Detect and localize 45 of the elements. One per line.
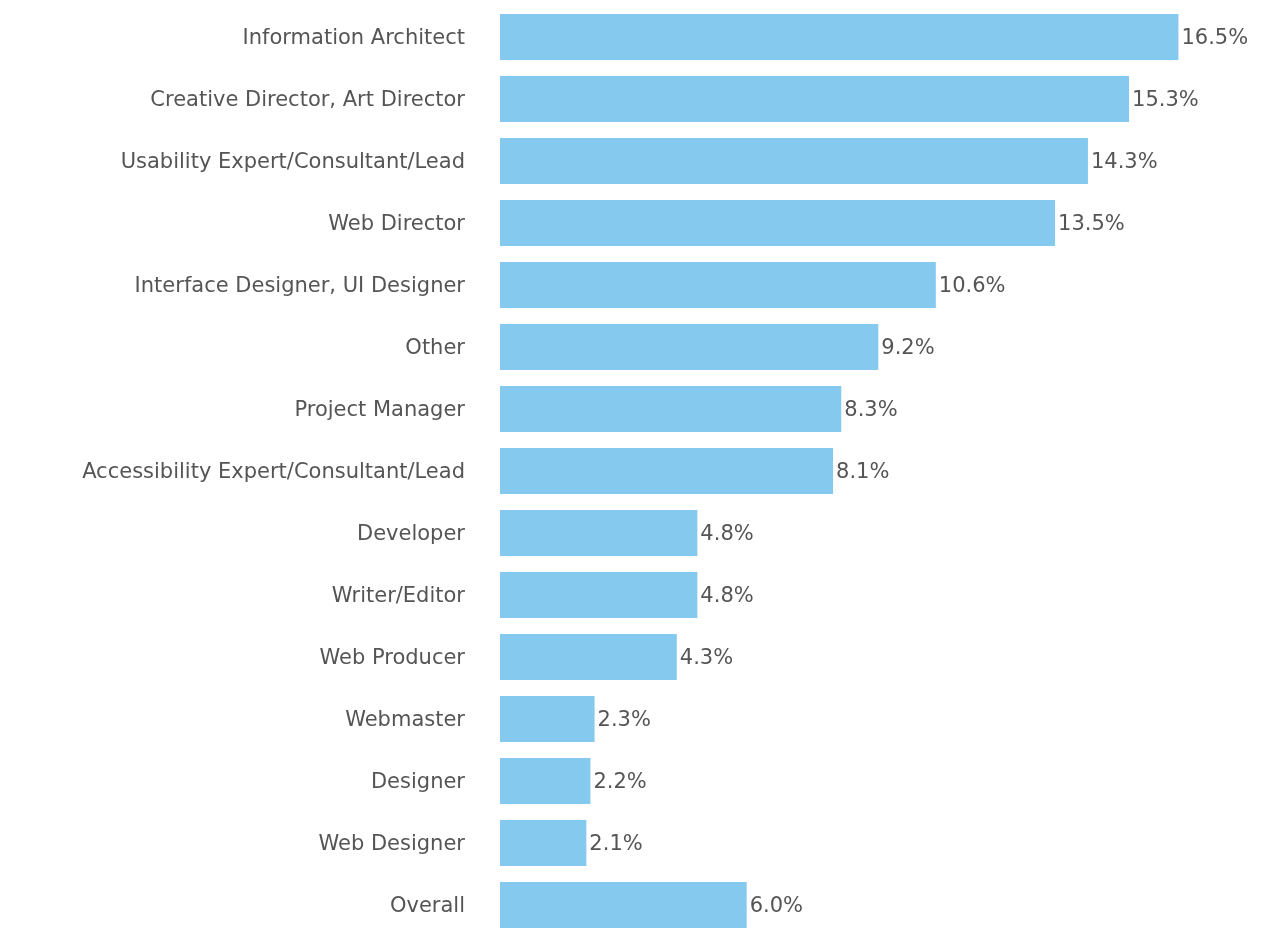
- bar: [500, 634, 677, 680]
- bar: [500, 200, 1056, 246]
- y-tick-label: Webmaster: [345, 707, 466, 732]
- y-tick-label: Interface Designer, UI Designer: [134, 273, 466, 298]
- bar: [500, 76, 1130, 122]
- y-tick-label: Creative Director, Art Director: [150, 87, 466, 112]
- y-tick-label: Other: [405, 335, 466, 360]
- data-label: 8.3%: [844, 397, 898, 421]
- bar: [500, 696, 595, 742]
- data-label: 8.1%: [836, 459, 890, 483]
- data-label: 14.3%: [1090, 149, 1158, 173]
- data-label: 4.8%: [700, 521, 754, 545]
- bar: [500, 262, 936, 308]
- data-label: 4.3%: [679, 645, 734, 669]
- y-tick-label: Writer/Editor: [331, 583, 466, 608]
- bar: [500, 324, 879, 370]
- data-label: 9.2%: [881, 335, 935, 359]
- data-label: 4.8%: [700, 583, 754, 607]
- bar: [500, 572, 698, 618]
- y-tick-label: Project Manager: [294, 397, 466, 422]
- bar: [500, 758, 591, 804]
- bar: [500, 882, 747, 928]
- bar: [500, 448, 834, 494]
- bar: [500, 138, 1088, 184]
- data-label: 10.6%: [938, 273, 1006, 297]
- data-label: 2.3%: [597, 707, 651, 731]
- y-tick-label: Information Architect: [242, 25, 465, 50]
- y-tick-label: Designer: [370, 769, 466, 794]
- data-label: 16.5%: [1181, 25, 1249, 49]
- data-label: 15.3%: [1132, 87, 1199, 111]
- y-tick-label: Developer: [356, 521, 466, 546]
- y-tick-label: Overall: [389, 893, 465, 918]
- y-tick-label: Accessibility Expert/Consultant/Lead: [82, 459, 465, 484]
- y-tick-label: Web Director: [328, 211, 466, 236]
- data-label: 6.0%: [749, 893, 804, 917]
- bar: [500, 820, 587, 866]
- y-tick-label: Web Producer: [319, 645, 466, 670]
- data-label: 13.5%: [1058, 211, 1125, 235]
- bar: [500, 386, 842, 432]
- bar: [500, 14, 1179, 60]
- bar: [500, 510, 698, 556]
- y-tick-label: Usability Expert/Consultant/Lead: [120, 149, 465, 174]
- data-label: 2.2%: [593, 769, 647, 793]
- y-tick-label: Web Designer: [318, 831, 466, 856]
- data-label: 2.1%: [589, 831, 643, 855]
